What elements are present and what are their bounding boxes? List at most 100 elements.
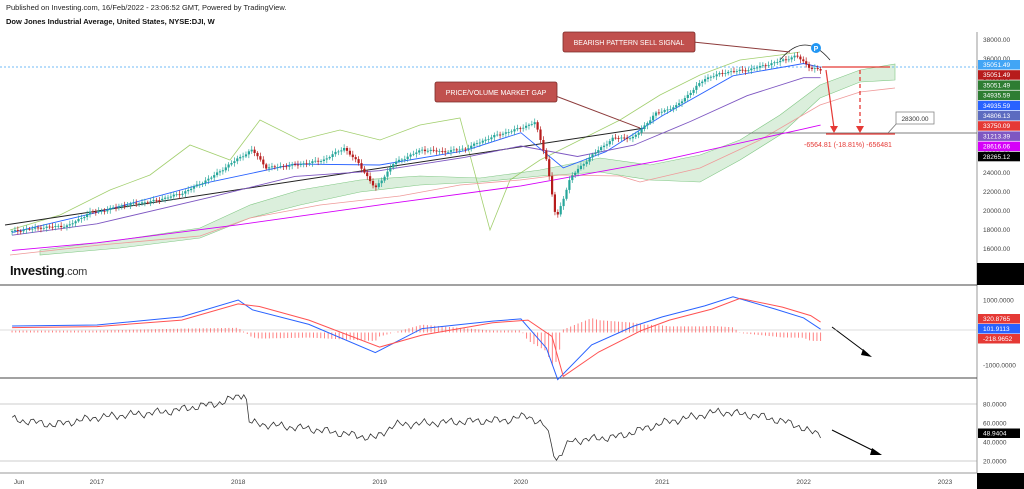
candle-body <box>314 160 317 162</box>
candle-body <box>210 177 213 179</box>
candle-body <box>556 212 559 215</box>
candle-body <box>501 133 505 135</box>
candle-body <box>268 167 271 169</box>
price-label-text: 31213.39 <box>983 133 1010 140</box>
candle-body <box>600 147 603 151</box>
price-label-box <box>978 141 1020 152</box>
candle-body <box>380 180 383 184</box>
candle-body <box>80 218 83 219</box>
macd-value-text: 101.9113 <box>983 326 1010 333</box>
candle-body <box>383 176 386 181</box>
candle-body <box>187 190 190 192</box>
price-label-box <box>978 70 1020 80</box>
candle-body <box>701 81 704 84</box>
scale-gap-rsi <box>977 473 1024 489</box>
candle-body <box>712 76 715 78</box>
candle-body <box>253 149 256 153</box>
candle-body <box>415 152 418 154</box>
pattern-arc <box>779 44 831 61</box>
candle-body <box>51 226 54 228</box>
candle-body <box>805 61 808 65</box>
candle-body <box>793 55 796 58</box>
candle-body <box>138 203 141 205</box>
logo-suffix: .com <box>64 266 88 278</box>
candle-body <box>100 210 103 212</box>
x-tick-label: Jun <box>14 479 25 486</box>
candle-body <box>678 103 681 106</box>
candle-body <box>299 164 302 165</box>
candle-body <box>221 170 224 172</box>
callout-bearish-text: BEARISH PATTERN SELL SIGNAL <box>574 40 685 47</box>
price-label-text: 28265.12 <box>983 154 1010 161</box>
p-marker <box>811 43 821 53</box>
candle-body <box>591 154 594 158</box>
candle-body <box>773 62 776 64</box>
candle-body <box>458 149 461 151</box>
price-label-box <box>978 131 1020 141</box>
rsi-forecast-head <box>870 448 882 455</box>
candle-body <box>796 55 799 57</box>
candle-body <box>357 159 360 164</box>
candle-body <box>776 62 779 63</box>
candle-body <box>400 159 403 161</box>
price-label-text: 33750.09 <box>983 123 1010 130</box>
candle-body <box>207 178 210 181</box>
candle-body <box>810 67 813 69</box>
candle-body <box>686 94 689 98</box>
rsi-tick-label: 20.0000 <box>983 459 1007 466</box>
candle-body <box>634 134 637 137</box>
candle-body <box>738 69 741 71</box>
candle-body <box>594 152 597 155</box>
candle-body <box>628 138 632 140</box>
candle-body <box>117 206 120 208</box>
candle-body <box>161 198 164 201</box>
candle-body <box>343 148 346 151</box>
candle-body <box>86 214 89 217</box>
candle-body <box>247 151 250 155</box>
candle-body <box>83 217 86 219</box>
candle-body <box>819 69 822 71</box>
candle-body <box>184 191 187 194</box>
candle-body <box>571 175 574 181</box>
candle-body <box>305 163 308 165</box>
candle-body <box>423 149 427 152</box>
candle-body <box>366 172 369 177</box>
candle-body <box>392 164 395 168</box>
candle-body <box>623 137 626 139</box>
candle-body <box>562 198 565 207</box>
candle-body <box>282 166 285 167</box>
x-tick-label: 2022 <box>796 479 811 486</box>
chart-title: Dow Jones Industrial Average, United Sta… <box>6 17 215 26</box>
candle-body <box>519 128 522 129</box>
candle-body <box>123 205 126 207</box>
ma_fast-line <box>11 63 821 233</box>
candle-body <box>660 111 663 113</box>
candle-body <box>22 229 25 232</box>
y-tick-label: 18000.00 <box>983 227 1010 234</box>
candle-body <box>242 156 245 158</box>
candle-body <box>493 135 496 138</box>
candle-body <box>565 189 568 199</box>
candle-body <box>37 227 40 229</box>
candle-body <box>496 134 499 136</box>
candle-body <box>178 194 181 196</box>
candle-body <box>727 71 730 74</box>
candle-body <box>227 164 230 168</box>
price-label-box <box>978 151 1020 162</box>
candle-body <box>816 68 819 69</box>
candle-body <box>724 73 727 74</box>
candle-body <box>504 132 507 134</box>
candle-body <box>735 71 738 72</box>
candle-body <box>484 139 487 141</box>
candle-body <box>539 129 542 140</box>
candle-body <box>764 65 767 67</box>
candle-body <box>319 161 323 162</box>
projection-dashed-head <box>856 126 864 133</box>
candle-body <box>669 109 672 110</box>
candle-body <box>516 128 519 130</box>
y-tick-label: 24000.00 <box>983 170 1010 177</box>
macd-line <box>12 296 821 381</box>
candle-body <box>181 193 184 195</box>
candle-body <box>273 166 276 168</box>
